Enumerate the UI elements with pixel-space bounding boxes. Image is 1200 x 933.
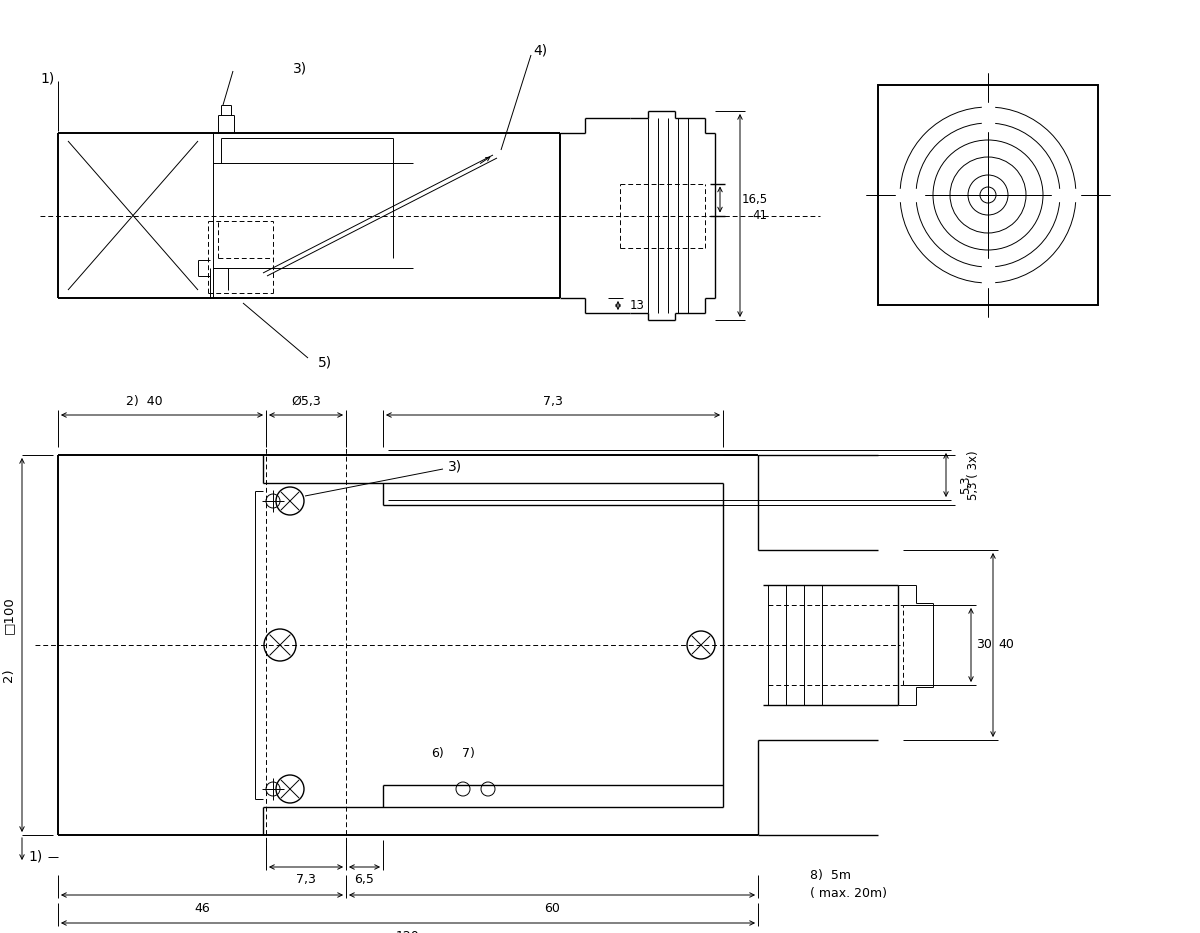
Text: 1): 1) bbox=[40, 71, 54, 85]
Text: 30: 30 bbox=[976, 638, 992, 651]
Text: 5,3 ( 3x): 5,3 ( 3x) bbox=[967, 451, 980, 500]
Text: 3): 3) bbox=[293, 61, 307, 75]
Bar bbox=[896, 189, 924, 201]
Text: 4): 4) bbox=[533, 44, 547, 58]
Text: 46: 46 bbox=[194, 901, 210, 914]
Text: 2)  40: 2) 40 bbox=[126, 395, 162, 408]
Bar bbox=[982, 103, 994, 131]
Text: 7,3: 7,3 bbox=[544, 395, 563, 408]
Text: 1): 1) bbox=[29, 850, 43, 864]
Bar bbox=[878, 85, 1098, 305]
Text: 3): 3) bbox=[448, 459, 462, 473]
Text: 7,3: 7,3 bbox=[296, 873, 316, 886]
Text: 5): 5) bbox=[318, 356, 332, 370]
Text: 7): 7) bbox=[462, 747, 474, 760]
Bar bbox=[1052, 189, 1080, 201]
Text: 16,5: 16,5 bbox=[742, 193, 768, 206]
Text: 13: 13 bbox=[630, 299, 644, 312]
Text: □100: □100 bbox=[1, 596, 14, 634]
Text: 6): 6) bbox=[432, 747, 444, 760]
Text: ( max. 20m): ( max. 20m) bbox=[810, 886, 887, 899]
Text: 8)  5m: 8) 5m bbox=[810, 869, 851, 882]
Text: 120: 120 bbox=[396, 929, 420, 933]
Bar bbox=[982, 259, 994, 287]
Text: 41: 41 bbox=[752, 209, 767, 222]
Text: 60: 60 bbox=[544, 901, 560, 914]
Text: 5,3: 5,3 bbox=[960, 476, 972, 494]
Text: 6,5: 6,5 bbox=[354, 873, 374, 886]
Text: 2): 2) bbox=[1, 668, 14, 682]
Text: 40: 40 bbox=[998, 638, 1014, 651]
Text: Ø5,3: Ø5,3 bbox=[292, 395, 320, 408]
